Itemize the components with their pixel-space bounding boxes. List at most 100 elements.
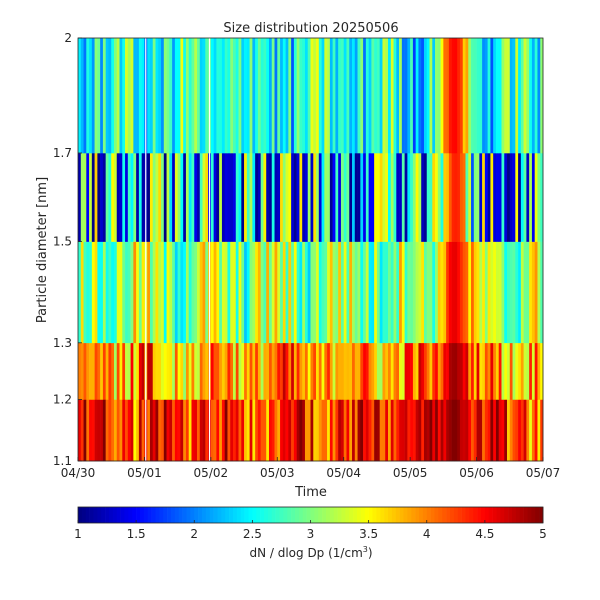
heatmap-cell [407, 241, 411, 344]
x-tick-label: 05/06 [459, 466, 494, 480]
heatmap-cell [136, 38, 140, 154]
heatmap-cell [401, 342, 405, 400]
heatmap-cell [149, 241, 154, 344]
heatmap-cell [426, 241, 430, 344]
heatmap-cell [540, 342, 544, 400]
heatmap-cell [263, 241, 267, 344]
x-tick-label: 04/30 [61, 466, 96, 480]
heatmap-cell [113, 152, 118, 242]
heatmap-cell [80, 38, 84, 154]
heatmap-cell [435, 399, 439, 462]
heatmap-cell [83, 342, 87, 400]
heatmap-cell [125, 342, 129, 400]
heatmap-cell [86, 399, 90, 462]
colorbar-segment [155, 507, 160, 523]
heatmap-cell [227, 152, 231, 242]
colorbar-segment [93, 507, 98, 523]
heatmap-cell [174, 399, 178, 462]
colorbar-label-end: ) [368, 546, 373, 560]
heatmap-cell [390, 241, 394, 344]
heatmap-cell [94, 241, 98, 344]
heatmap-cell [219, 38, 223, 154]
heatmap-cell [155, 342, 159, 400]
heatmap-cell [465, 152, 469, 242]
heatmap-cell [537, 152, 541, 242]
heatmap-cell [365, 399, 369, 462]
heatmap-cell [429, 399, 433, 462]
heatmap-cell [180, 342, 184, 400]
heatmap-cell [329, 38, 333, 154]
heatmap-cell [352, 342, 356, 400]
heatmap-cell [462, 399, 466, 462]
heatmap-cell [498, 38, 502, 154]
heatmap-cell [426, 38, 430, 154]
heatmap-cell [338, 241, 342, 344]
heatmap-cell [482, 241, 486, 344]
heatmap-cell [487, 399, 491, 462]
heatmap-cell [138, 342, 142, 400]
heatmap-cell [122, 399, 126, 462]
heatmap-cell [346, 342, 350, 400]
heatmap-cell [125, 241, 129, 344]
heatmap-cell [340, 38, 345, 154]
colorbar-segment [236, 507, 242, 523]
heatmap-cell [108, 152, 112, 242]
heatmap-cell [86, 38, 90, 154]
heatmap-cell [423, 152, 428, 242]
heatmap-cell [161, 152, 165, 242]
heatmap-cell [390, 152, 394, 242]
heatmap-cell [512, 38, 516, 154]
heatmap-cell [385, 241, 389, 344]
heatmap-cell [495, 38, 500, 154]
heatmap-cell [388, 152, 392, 242]
colorbar-segment [411, 507, 416, 523]
y-tick-label: 1.5 [53, 235, 72, 249]
heatmap-cell [293, 241, 297, 344]
heatmap-cell [263, 342, 267, 400]
heatmap-cell [255, 342, 259, 400]
heatmap-cell [374, 38, 378, 154]
colorbar-segment [78, 507, 83, 523]
heatmap-cell [329, 152, 333, 242]
heatmap-cell [108, 241, 112, 344]
heatmap-cell [202, 342, 206, 400]
heatmap-cell [155, 152, 159, 242]
heatmap-cell [141, 241, 145, 344]
heatmap-cell [349, 152, 353, 242]
heatmap-cell [534, 342, 538, 400]
heatmap-cell [271, 38, 275, 154]
heatmap-cell [183, 38, 187, 154]
heatmap-cell [141, 342, 145, 400]
heatmap-cell [136, 399, 140, 462]
colorbar-segment [415, 507, 420, 523]
heatmap-cell [471, 38, 475, 154]
heatmap-cell [172, 241, 176, 344]
heatmap-cell [268, 241, 273, 344]
colorbar-segment [151, 507, 156, 523]
heatmap-cell [318, 241, 322, 344]
heatmap-cell [388, 241, 392, 344]
heatmap-cell [459, 38, 464, 154]
heatmap-cell [271, 152, 275, 242]
heatmap-cell [360, 342, 364, 400]
heatmap-cell [340, 152, 345, 242]
colorbar-segment [291, 507, 296, 523]
colorbar-segment [213, 507, 218, 523]
heatmap-cell [540, 38, 544, 154]
heatmap-cell [396, 342, 400, 400]
heatmap-cell [457, 38, 461, 154]
heatmap-cell [130, 38, 134, 154]
heatmap-cell [111, 152, 115, 242]
heatmap-cell [407, 152, 411, 242]
colorbar-segment [120, 507, 125, 523]
heatmap-cell [531, 152, 535, 242]
heatmap-cell [244, 38, 248, 154]
colorbar-segment [430, 507, 435, 523]
heatmap-cell [426, 152, 430, 242]
heatmap-cell [388, 38, 392, 154]
heatmap-cell [371, 399, 375, 462]
heatmap-cell [97, 241, 101, 344]
heatmap-cell [520, 38, 524, 154]
heatmap-cell [304, 399, 309, 462]
heatmap-cell [343, 342, 347, 400]
